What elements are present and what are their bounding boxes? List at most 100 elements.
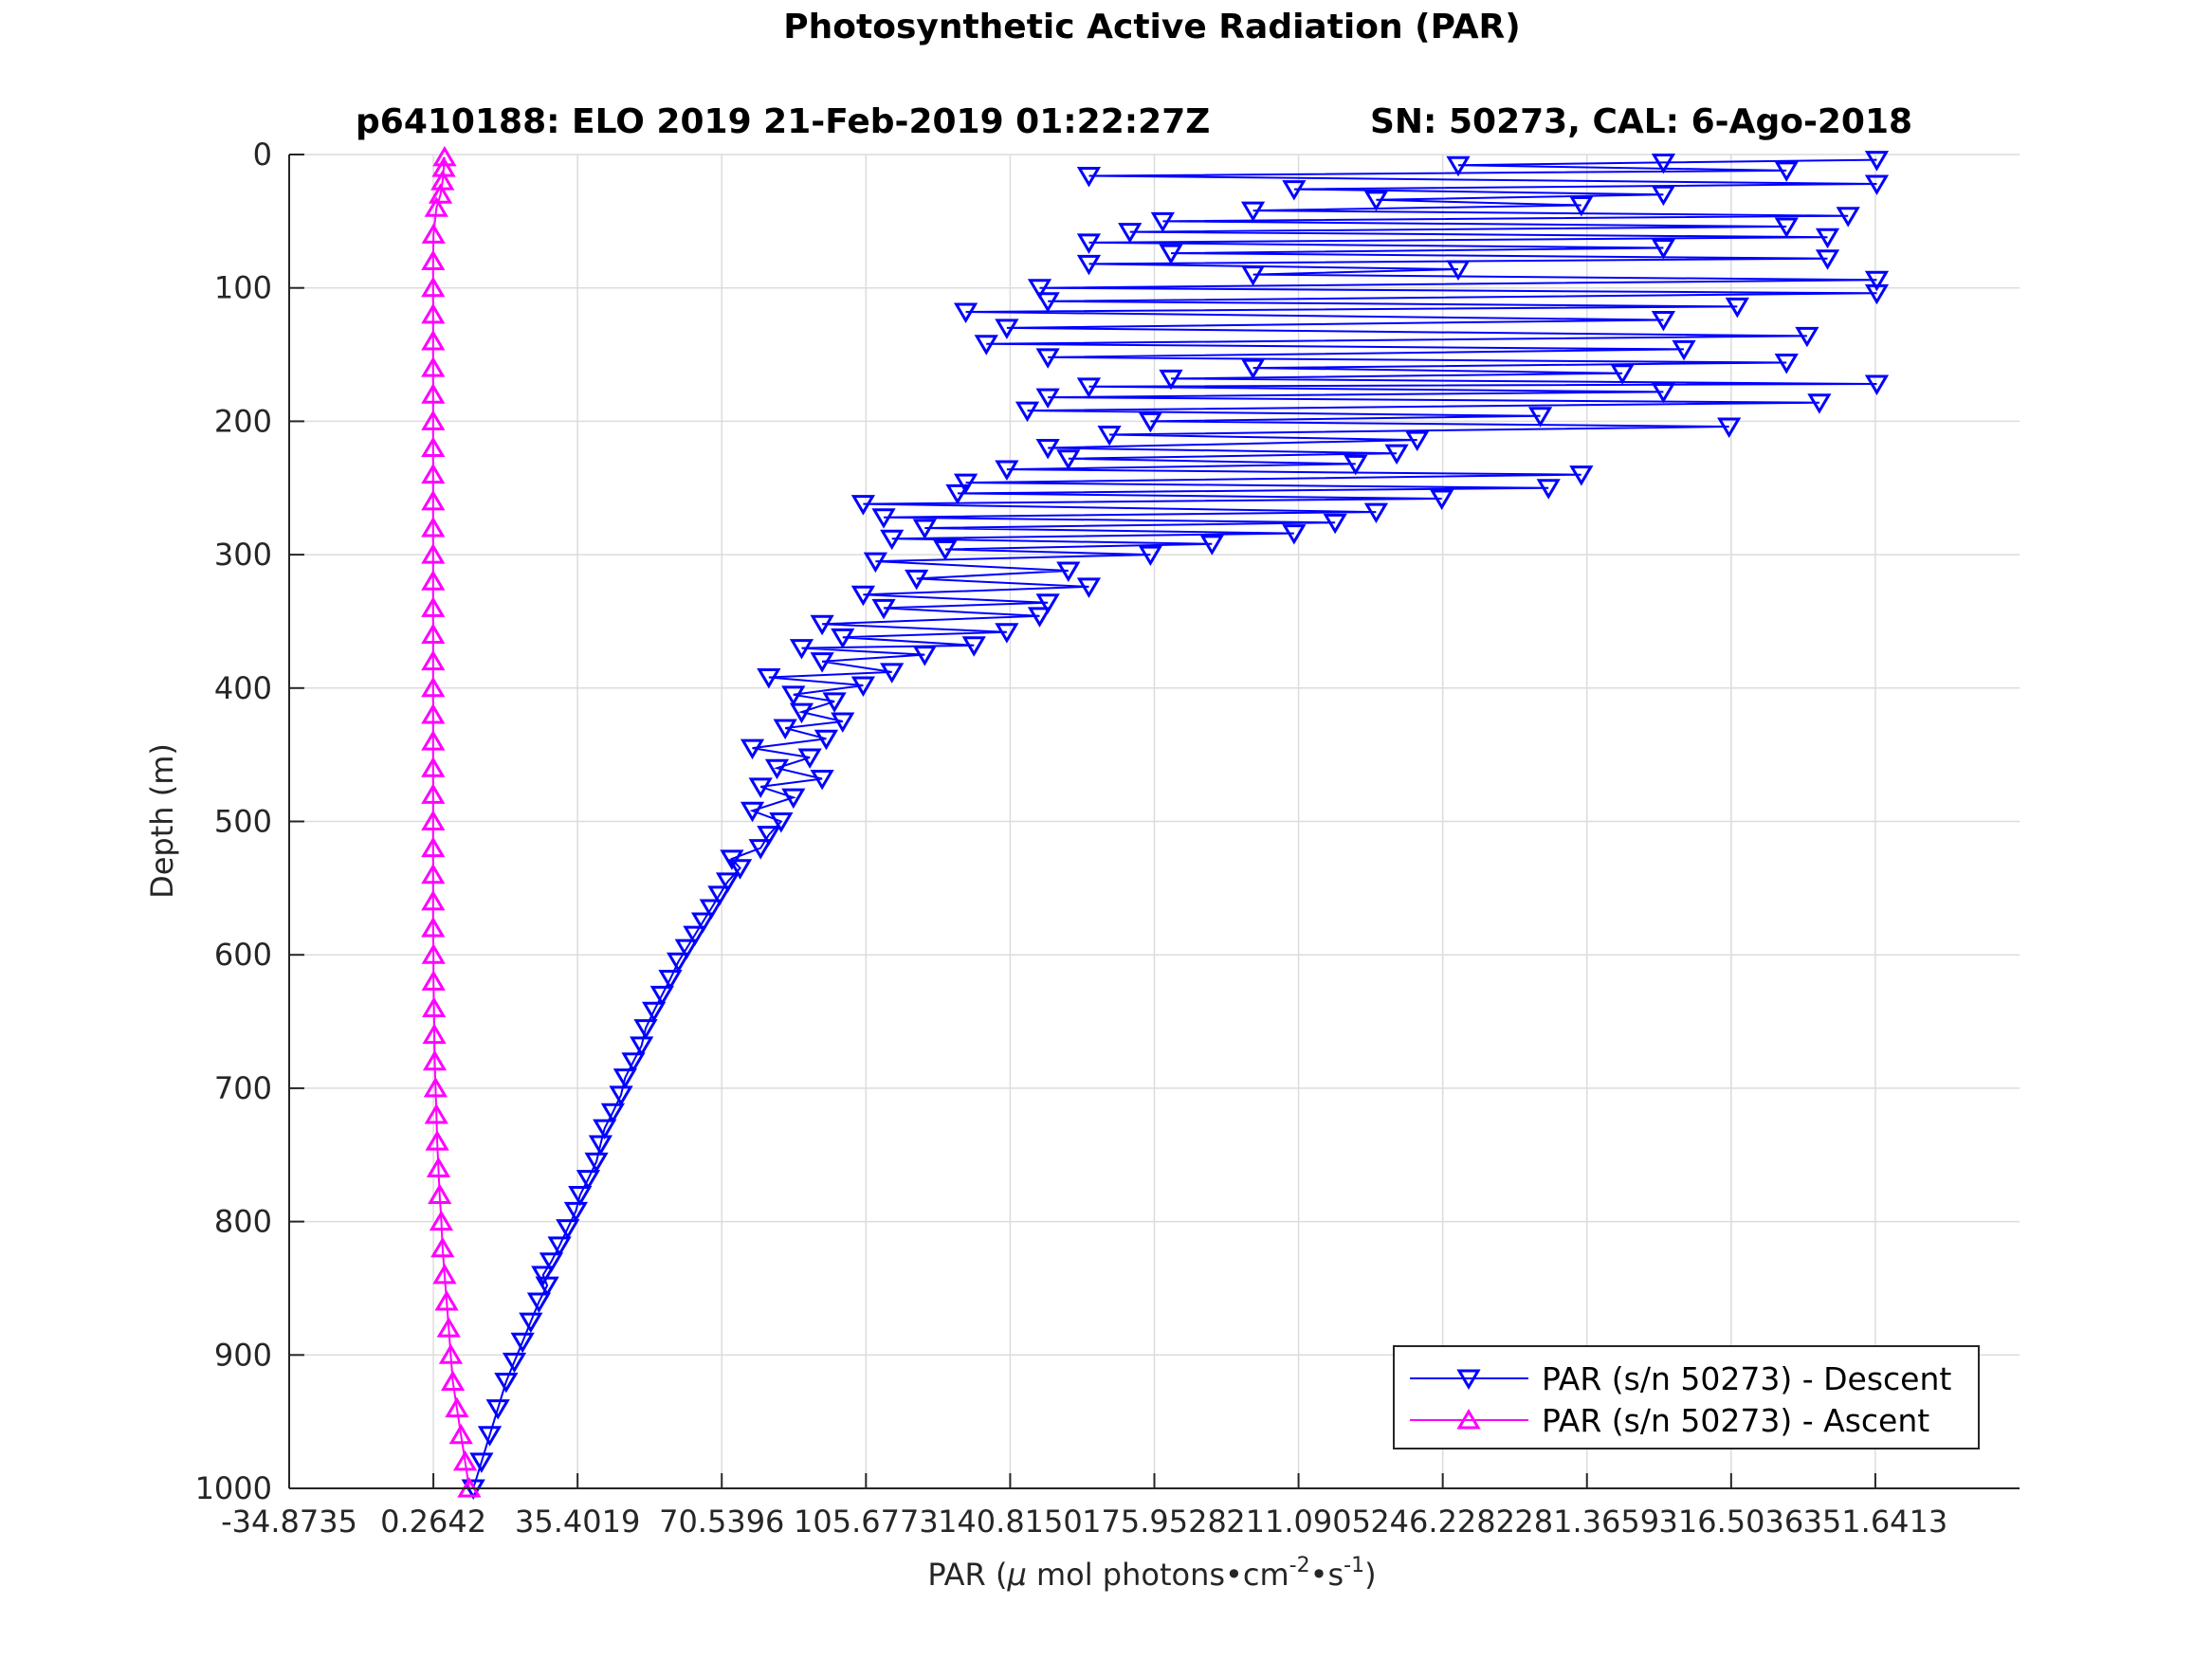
x-tick-label: 70.5396 xyxy=(659,1504,784,1540)
data-point xyxy=(424,196,448,217)
chart-subtitle-right: SN: 50273, CAL: 6-Ago-2018 xyxy=(1370,102,1912,141)
data-point xyxy=(995,623,1019,644)
data-point xyxy=(421,330,446,351)
x-ticks: -34.8735 0.2642 35.4019 70.5396 105.6773 140.… xyxy=(221,1473,1947,1540)
legend: PAR (s/n 50273) - Descent PAR (s/n 50273… xyxy=(1393,1345,1980,1449)
data-point xyxy=(814,729,839,751)
x-tick-label: 211.0905 xyxy=(1226,1504,1371,1540)
data-point xyxy=(1774,353,1799,374)
data-point xyxy=(556,1219,580,1240)
data-point xyxy=(1056,449,1081,470)
data-point xyxy=(1199,535,1224,556)
data-point xyxy=(621,1052,646,1073)
data-point xyxy=(421,863,446,884)
data-point xyxy=(438,1343,464,1364)
data-point xyxy=(531,1266,556,1286)
data-point xyxy=(547,1236,572,1257)
data-point xyxy=(445,1396,469,1418)
data-point xyxy=(428,183,453,204)
data-point xyxy=(683,925,707,947)
x-axis-label-prefix: PAR ( xyxy=(927,1557,1007,1593)
data-point xyxy=(727,859,753,880)
data-point xyxy=(831,712,855,733)
data-point xyxy=(440,1370,466,1391)
data-point xyxy=(422,996,447,1017)
y-tick-label: 300 xyxy=(214,537,272,573)
x-tick-label: 140.8150 xyxy=(938,1504,1083,1540)
data-point xyxy=(429,1210,454,1231)
data-point xyxy=(436,1317,461,1338)
x-tick-label: 246.2282 xyxy=(1370,1504,1515,1540)
data-point xyxy=(421,889,446,911)
data-point xyxy=(421,383,446,404)
data-point xyxy=(421,489,446,511)
data-point xyxy=(1774,161,1799,182)
x-axis-label: PAR (μ mol photons•cm-2•s-1) xyxy=(927,1554,1376,1593)
data-point xyxy=(1363,191,1389,211)
data-point xyxy=(421,917,446,938)
chart-title: Photosynthetic Active Radiation (PAR) xyxy=(783,8,1520,46)
data-point xyxy=(748,839,773,860)
data-point xyxy=(1384,444,1409,465)
data-point xyxy=(494,1372,519,1394)
data-point xyxy=(421,649,446,671)
data-point xyxy=(1282,180,1307,201)
data-point xyxy=(584,1152,609,1174)
data-point xyxy=(434,1290,459,1311)
data-point xyxy=(699,899,723,920)
data-point xyxy=(880,663,905,684)
data-point xyxy=(789,702,814,724)
data-point xyxy=(1569,465,1594,486)
data-point xyxy=(1651,185,1676,207)
data-point xyxy=(1725,297,1749,319)
data-point xyxy=(1446,155,1471,177)
data-point xyxy=(953,302,978,323)
data-point xyxy=(421,783,446,804)
data-point xyxy=(880,529,905,551)
y-tick-label: 900 xyxy=(214,1337,272,1373)
data-point xyxy=(649,985,674,1007)
data-point xyxy=(568,1185,593,1207)
data-point xyxy=(1015,401,1040,423)
data-point xyxy=(424,1103,448,1124)
data-point xyxy=(871,598,896,620)
data-point xyxy=(995,460,1019,482)
data-point xyxy=(797,748,822,769)
x-axis-label-mid2: •s xyxy=(1310,1557,1344,1593)
data-point xyxy=(432,1263,457,1285)
data-point xyxy=(707,885,732,906)
legend-marker-descent xyxy=(1456,1369,1481,1390)
data-point xyxy=(1097,425,1122,447)
data-point xyxy=(810,652,834,673)
data-point xyxy=(448,1423,473,1445)
data-point xyxy=(1076,577,1102,598)
data-point xyxy=(781,685,806,706)
legend-label-descent: PAR (s/n 50273) - Descent xyxy=(1542,1360,1951,1397)
data-point xyxy=(1138,545,1163,567)
data-point xyxy=(757,826,781,847)
data-point xyxy=(421,596,446,617)
data-point xyxy=(428,1183,452,1204)
data-point xyxy=(912,646,937,666)
data-point xyxy=(995,319,1019,339)
data-point xyxy=(421,302,446,324)
chart-subtitle-left: p6410188: ELO 2019 21-Feb-2019 01:22:27Z xyxy=(356,102,1210,141)
data-point xyxy=(1035,593,1060,614)
data-point xyxy=(1035,292,1060,313)
data-point xyxy=(1610,364,1635,385)
data-point xyxy=(1651,238,1676,260)
data-point xyxy=(421,410,446,430)
data-point xyxy=(1035,388,1060,410)
data-point xyxy=(425,1130,449,1151)
data-point xyxy=(953,473,978,495)
data-point xyxy=(423,1076,448,1098)
x-tick-label: 105.6773 xyxy=(794,1504,939,1540)
data-point xyxy=(421,970,446,991)
y-tick-label: 600 xyxy=(214,937,272,973)
x-tick-label: 35.4019 xyxy=(515,1504,640,1540)
data-point xyxy=(485,1399,510,1420)
data-point xyxy=(720,849,744,870)
data-point xyxy=(421,436,446,458)
data-point xyxy=(1282,524,1307,545)
data-point xyxy=(912,519,937,539)
